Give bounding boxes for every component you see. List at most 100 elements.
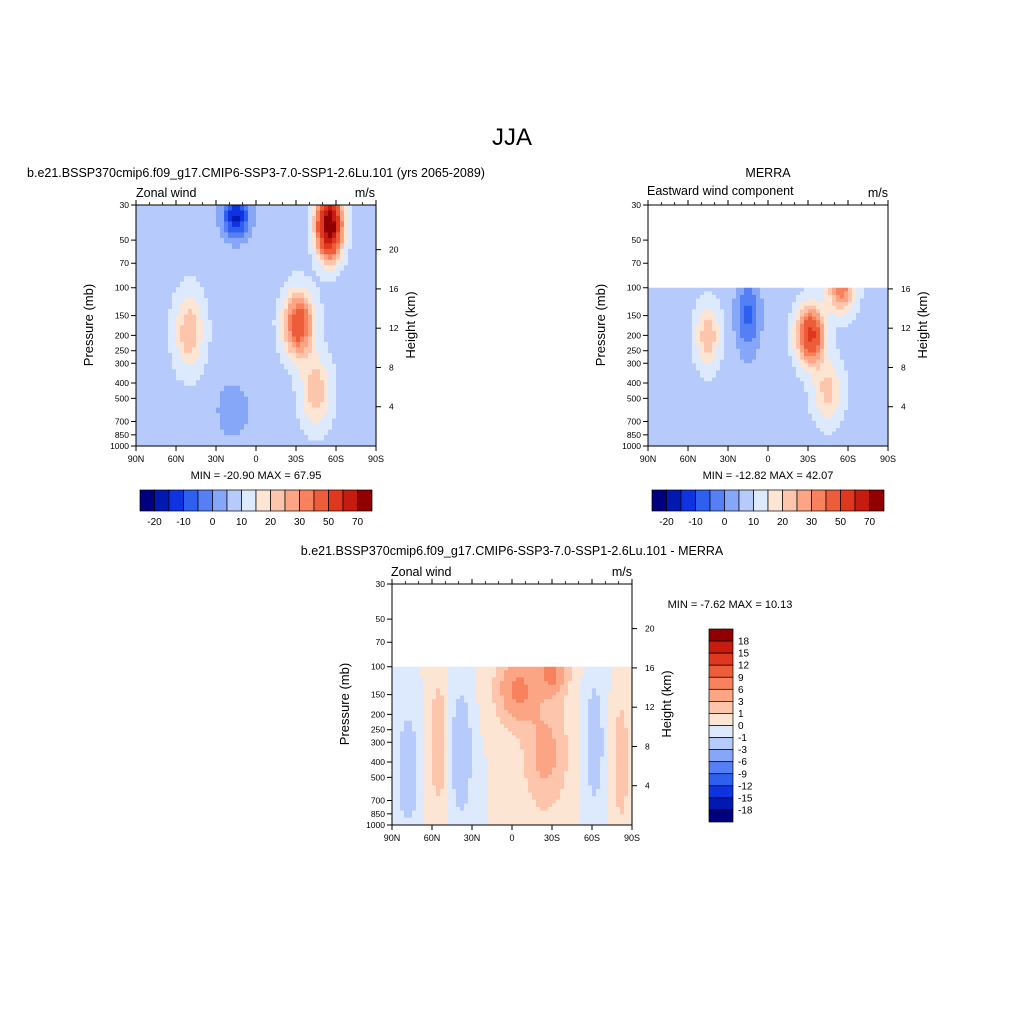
field-cell (140, 210, 145, 217)
field-cell (140, 391, 145, 398)
field-cell (860, 384, 865, 390)
field-cell (288, 270, 293, 277)
field-cell (156, 226, 161, 233)
field-cell (832, 309, 837, 314)
field-cell (680, 381, 685, 386)
field-cell (656, 410, 661, 415)
field-cell (216, 352, 221, 359)
field-cell (304, 276, 309, 283)
field-cell (308, 418, 313, 425)
field-cell (356, 281, 361, 288)
field-cell (148, 407, 153, 414)
field-cell (728, 338, 733, 343)
field-cell (228, 407, 233, 414)
field-cell (264, 254, 269, 261)
field-cell (304, 418, 309, 425)
field-cell (700, 363, 705, 368)
field-cell (188, 232, 193, 239)
field-cell (228, 336, 233, 343)
field-cell (360, 385, 365, 392)
field-cell (720, 305, 725, 310)
field-cell (296, 226, 301, 233)
field-cell (676, 388, 681, 393)
field-cell (832, 330, 837, 336)
field-cell (816, 395, 821, 400)
field-cell (824, 377, 829, 382)
field-cell (224, 210, 229, 217)
field-cell (364, 424, 369, 431)
field-cell (168, 248, 173, 255)
field-cell (352, 276, 357, 283)
field-cell (772, 341, 777, 346)
field-cell (352, 287, 357, 294)
field-cell (196, 347, 201, 354)
field-cell (260, 330, 265, 338)
field-cell (248, 429, 253, 436)
field-cell (288, 429, 293, 436)
field-cell (776, 338, 781, 343)
field-cell (260, 413, 265, 420)
field-cell (668, 402, 673, 408)
field-cell (824, 294, 829, 300)
field-cell (672, 392, 677, 397)
field-cell (876, 356, 881, 361)
field-cell (312, 352, 317, 359)
field-cell (688, 388, 693, 393)
field-cell (792, 305, 797, 310)
field-cell (228, 320, 233, 327)
field-cell (348, 276, 353, 283)
field-cell (796, 312, 801, 318)
field-cell (192, 276, 197, 283)
field-cell (676, 341, 681, 346)
field-cell (300, 440, 305, 447)
field-cell (140, 248, 145, 255)
field-cell (152, 210, 157, 217)
field-cell (248, 243, 253, 250)
field-cell (840, 323, 845, 328)
field-cell (652, 377, 657, 382)
field-cell (676, 374, 681, 379)
field-cell (824, 352, 829, 357)
field-cell (204, 374, 209, 381)
field-cell (204, 298, 209, 305)
field-cell (320, 330, 325, 338)
field-cell (256, 369, 261, 376)
field-cell (252, 265, 257, 272)
field-cell (872, 402, 877, 408)
field-cell (196, 330, 201, 338)
field-cell (684, 359, 689, 364)
field-cell (696, 312, 701, 318)
field-cell (336, 226, 341, 233)
field-cell (680, 388, 685, 393)
field-cell (148, 341, 153, 349)
field-cell (312, 440, 317, 447)
field-cell (336, 391, 341, 398)
field-cell (272, 358, 277, 365)
field-cell (868, 366, 873, 372)
field-cell (164, 248, 169, 255)
field-cell (728, 413, 733, 418)
field-cell (752, 395, 757, 400)
field-cell (368, 336, 373, 343)
field-cell (672, 348, 677, 354)
field-cell (760, 338, 765, 343)
field-cell (212, 402, 217, 409)
field-cell (288, 215, 293, 223)
field-cell (208, 435, 213, 442)
field-cell (804, 392, 809, 397)
field-cell (220, 418, 225, 425)
field-cell (864, 377, 869, 382)
field-cell (136, 215, 141, 223)
field-cell (272, 413, 277, 420)
field-cell (800, 305, 805, 310)
field-cell (192, 298, 197, 305)
field-cell (292, 418, 297, 425)
field-cell (256, 330, 261, 338)
field-cell (296, 429, 301, 436)
field-cell (688, 374, 693, 379)
field-cell (296, 248, 301, 255)
field-cell (664, 366, 669, 372)
field-cell (236, 265, 241, 272)
field-cell (832, 334, 837, 339)
field-cell (752, 384, 757, 390)
